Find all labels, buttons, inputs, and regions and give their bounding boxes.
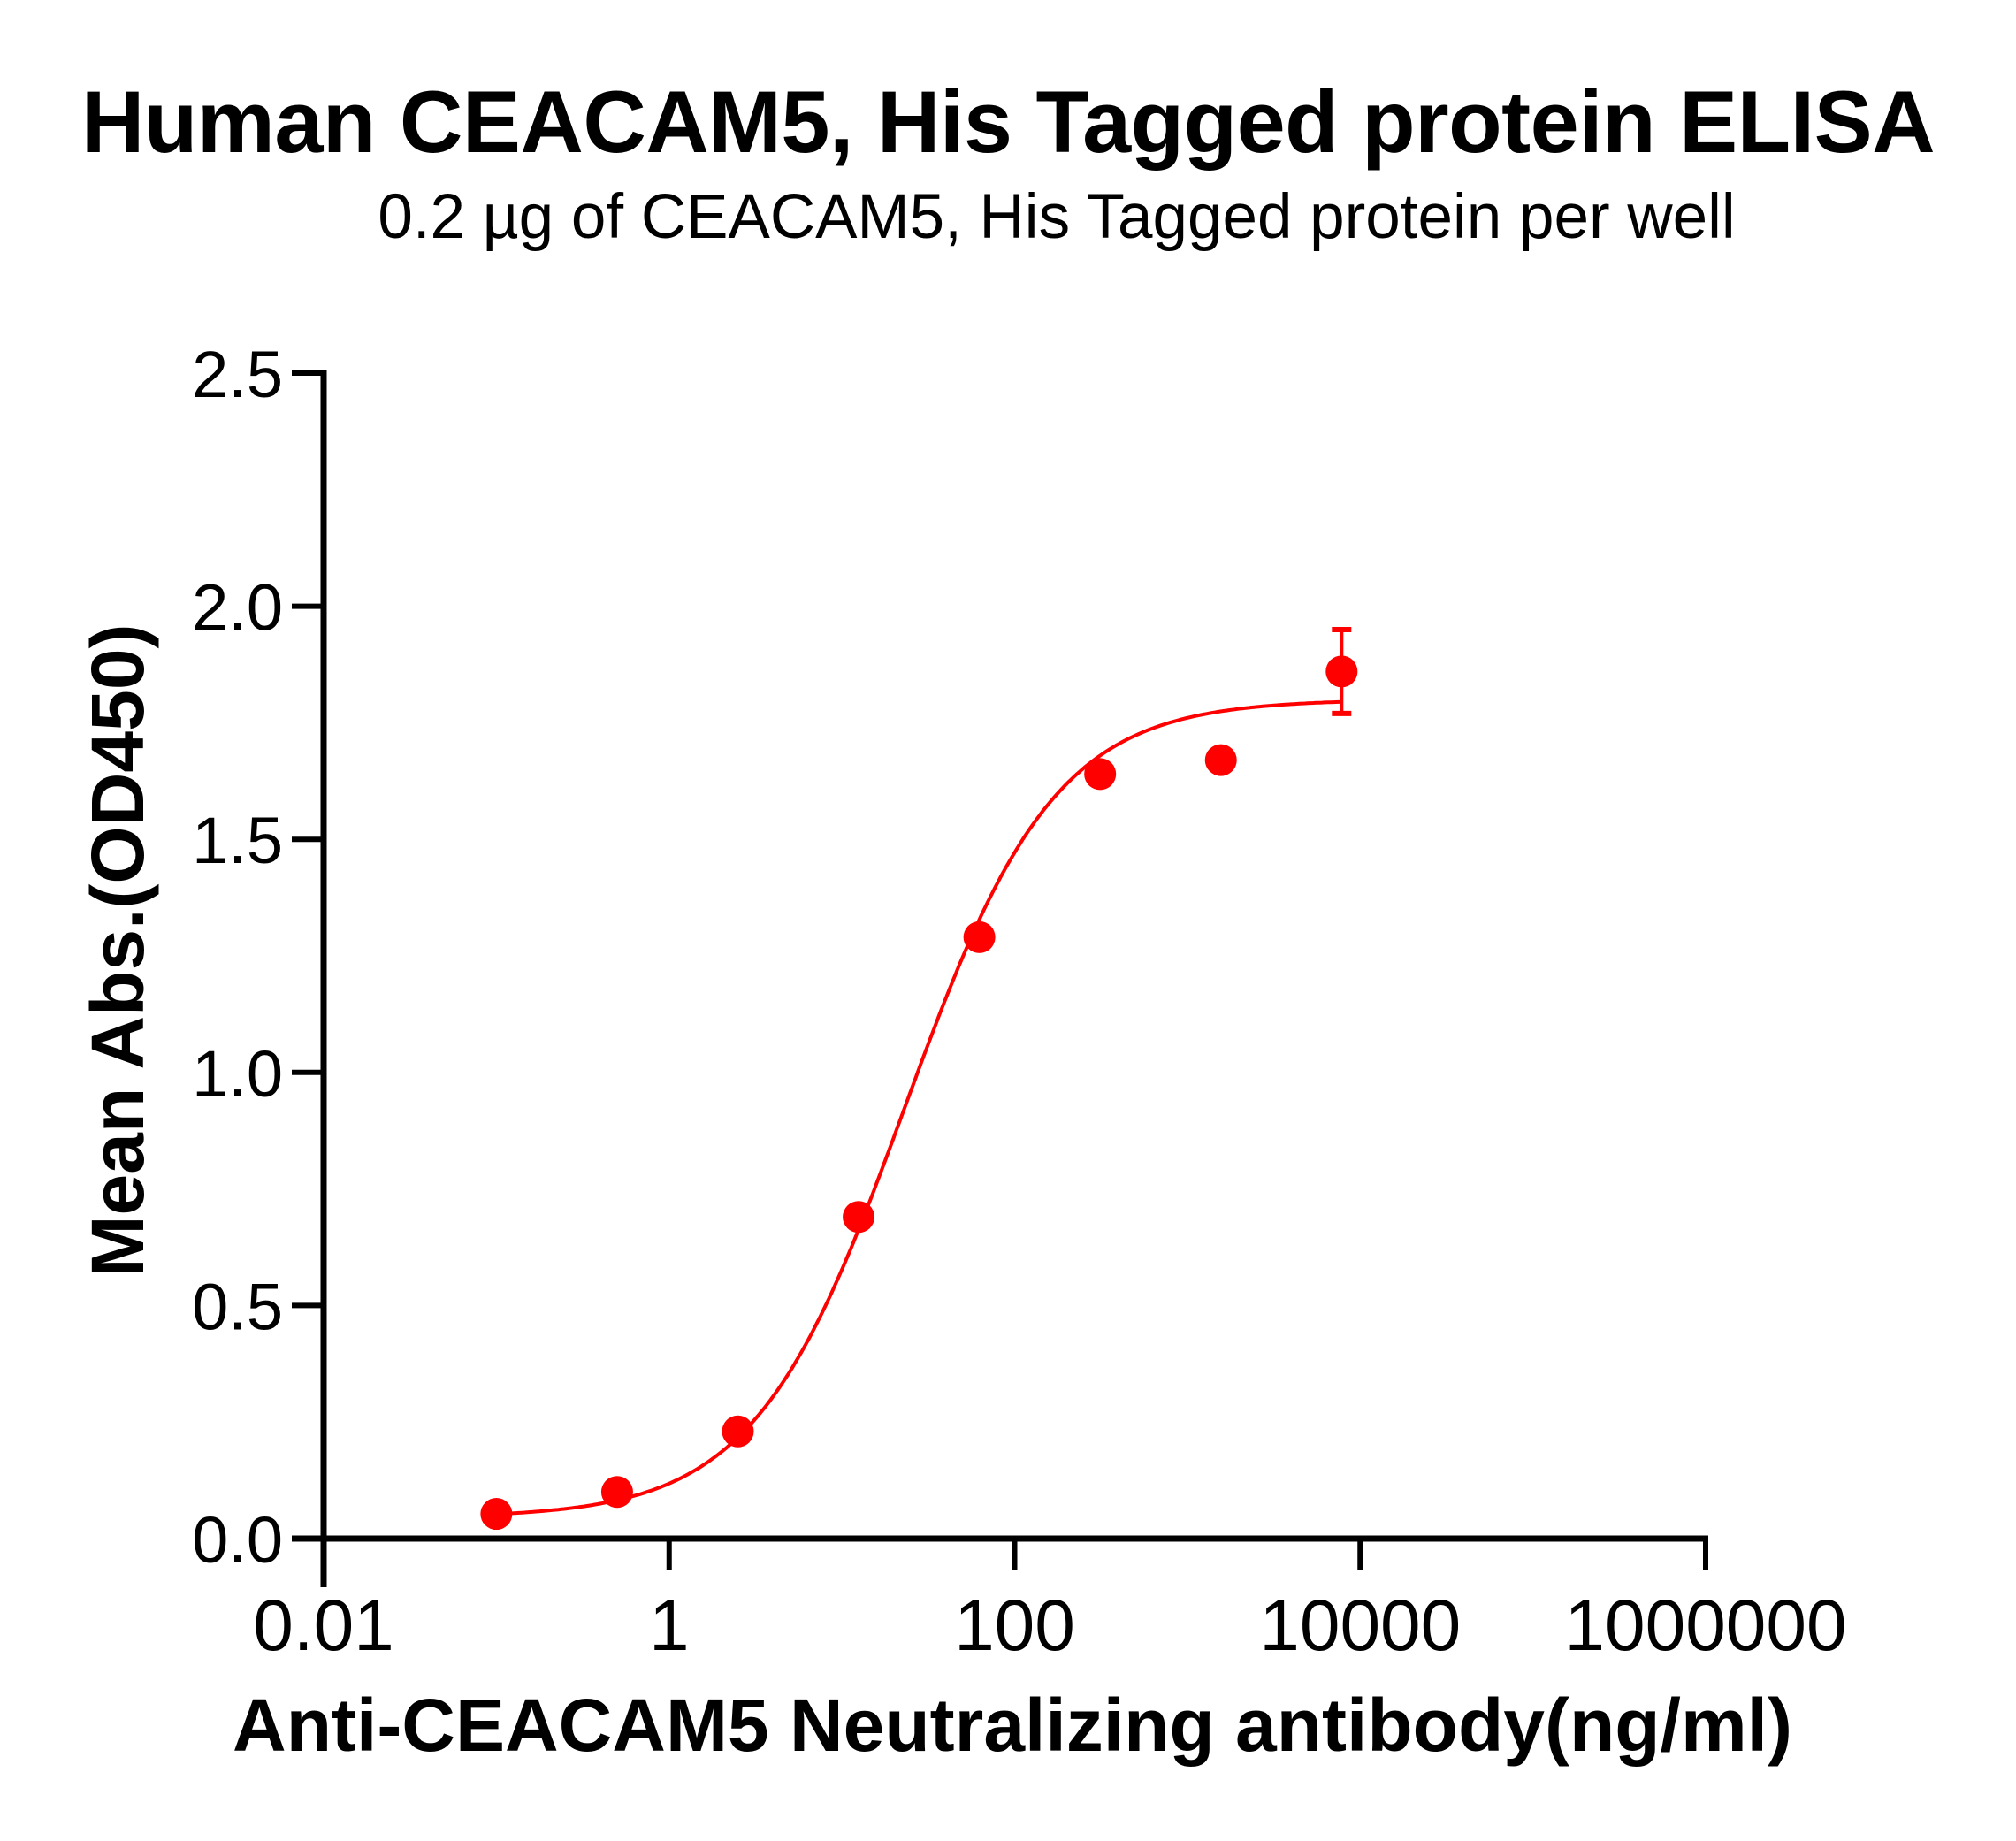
x-tick-label: 1 — [649, 1585, 690, 1666]
data-point — [1084, 758, 1117, 791]
y-tick-label: 1.5 — [192, 804, 283, 877]
data-point — [600, 1476, 633, 1509]
chart-title: Human CEACAM5, His Tagged protein ELISA — [80, 73, 1936, 171]
data-point — [1204, 744, 1237, 776]
y-tick-label: 2.0 — [192, 571, 283, 645]
axes — [292, 370, 1708, 1587]
x-tick-label: 10000 — [1259, 1585, 1461, 1666]
y-tick-label: 2.5 — [192, 338, 283, 411]
data-point — [843, 1201, 875, 1234]
x-tick-label: 1000000 — [1564, 1585, 1846, 1666]
data-points — [480, 655, 1358, 1531]
data-point — [1325, 655, 1358, 688]
y-tick-label: 0.0 — [192, 1503, 283, 1577]
fit-curve — [496, 699, 1342, 1516]
y-tick-label: 1.0 — [192, 1037, 283, 1111]
data-point — [722, 1415, 754, 1448]
x-axis-title: Anti-CEACAM5 Neutralizing antibody(ng/ml… — [233, 1684, 1792, 1767]
x-tick-label: 100 — [954, 1585, 1075, 1666]
x-axis-ticks: 0.01 1 100 10000 1000000 — [253, 1539, 1847, 1666]
y-tick-label: 0.5 — [192, 1270, 283, 1343]
y-axis-ticks: 0.0 0.5 1.0 1.5 2.0 2.5 — [192, 338, 324, 1577]
data-point — [963, 920, 996, 953]
y-axis-title: Mean Abs.(OD450) — [76, 623, 159, 1277]
data-point — [480, 1498, 513, 1531]
chart-subtitle: 0.2 µg of CEACAM5, His Tagged protein pe… — [378, 182, 1736, 252]
x-tick-label: 0.01 — [253, 1585, 394, 1666]
